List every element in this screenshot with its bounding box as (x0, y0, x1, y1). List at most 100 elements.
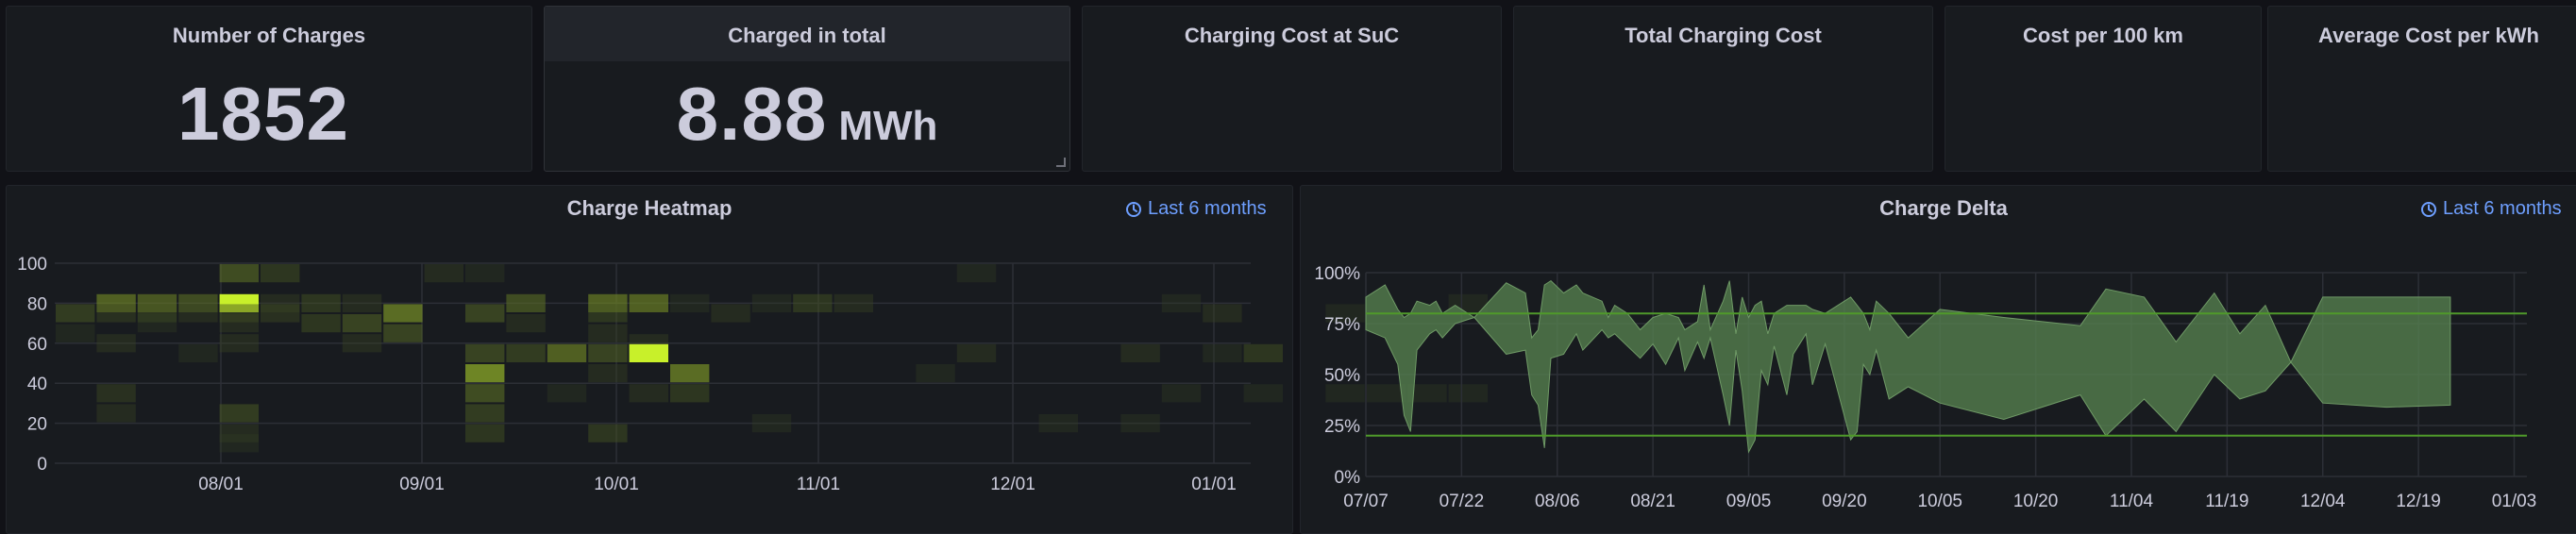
heatmap-cell (670, 364, 710, 383)
heatmap-cell (96, 384, 136, 403)
x-tick-label: 08/21 (1630, 492, 1675, 511)
heatmap-cell (629, 343, 668, 362)
heatmap-cell (96, 334, 136, 353)
y-tick-label: 80 (27, 294, 47, 314)
heatmap-cell (1407, 384, 1447, 403)
heatmap-cell (956, 343, 997, 362)
heatmap-title: Charge Heatmap (566, 196, 732, 220)
y-tick-label: 20 (27, 415, 47, 435)
heatmap-time-range[interactable]: Last 6 months (1125, 198, 1267, 220)
stat-panel-charged-in-total[interactable]: Charged in total 8.88 MWh (544, 6, 1070, 172)
panel-header[interactable] (545, 7, 1069, 61)
x-tick-label: 12/04 (2300, 492, 2346, 511)
stat-panel-cost-per-100km[interactable]: Cost per 100 km (1945, 6, 2262, 172)
heatmap-cell (424, 264, 463, 283)
heatmap-cell (137, 304, 177, 323)
stat-panel-total-charging-cost[interactable]: Total Charging Cost (1513, 6, 1933, 172)
heatmap-cell (588, 324, 628, 342)
x-tick-label: 10/20 (2013, 492, 2059, 511)
heatmap-cell (1038, 414, 1078, 433)
heatmap-cell (506, 343, 546, 362)
heatmap-cell (342, 293, 382, 312)
panel-title: Average Cost per kWh (2318, 24, 2539, 47)
clock-icon (2421, 201, 2436, 217)
heatmap-cell (916, 364, 955, 383)
heatmap-cell (1120, 414, 1160, 433)
y-tick-label: 60 (27, 335, 47, 355)
heatmap-cell (629, 384, 668, 403)
heatmap-cell (465, 264, 505, 283)
y-tick-label: 50% (1324, 366, 1360, 386)
heatmap-cell (56, 324, 95, 342)
heatmap-cell (1243, 343, 1283, 362)
y-tick-label: 0 (37, 455, 47, 475)
heatmap-cell (1325, 304, 1365, 323)
resize-handle-icon[interactable] (1056, 158, 1066, 167)
charge-delta-area (1365, 279, 2451, 454)
heatmap-cell (506, 314, 546, 333)
heatmap-cell (137, 314, 177, 333)
x-tick-label: 12/01 (990, 475, 1035, 494)
stat-value: 8.88 MWh (545, 71, 1069, 158)
panel-title: Cost per 100 km (2023, 24, 2183, 47)
heatmap-cell (301, 293, 341, 312)
time-range-label: Last 6 months (2443, 198, 2562, 219)
heatmap-cell (956, 264, 997, 283)
x-tick-label: 11/01 (797, 475, 840, 494)
heatmap-cell (342, 334, 382, 353)
x-tick-label: 07/22 (1440, 492, 1485, 511)
heatmap-cell (670, 384, 710, 403)
y-tick-label: 100 (17, 255, 47, 275)
heatmap-cell (219, 293, 259, 312)
heatmap-cell (465, 364, 505, 383)
panel-title: Charging Cost at SuC (1184, 24, 1400, 47)
heatmap-cell (1243, 384, 1283, 403)
heatmap-cell (588, 343, 628, 362)
heatmap-cell (219, 404, 259, 423)
heatmap-cell (588, 304, 628, 323)
clock-icon (1126, 201, 1141, 217)
heatmap-cell (465, 304, 505, 323)
stat-panel-number-of-charges[interactable]: Number of Charges 1852 (6, 6, 532, 172)
heatmap-cell (547, 343, 587, 362)
y-tick-label: 0% (1335, 468, 1361, 488)
x-tick-label: 01/01 (1191, 475, 1237, 494)
x-tick-label: 12/19 (2396, 492, 2441, 511)
heatmap-cell (301, 314, 341, 333)
y-tick-label: 100% (1314, 264, 1360, 284)
heatmap-cell (383, 304, 423, 323)
heatmap-cell (96, 304, 136, 323)
heatmap-cell (833, 293, 873, 312)
heatmap-cell (1325, 384, 1365, 403)
stat-unit: MWh (838, 103, 938, 149)
heatmap-cell (219, 334, 259, 353)
panel-title: Number of Charges (172, 24, 366, 47)
heatmap-cell (1366, 384, 1406, 403)
heatmap-cell (1203, 343, 1242, 362)
heatmap-cell (342, 314, 382, 333)
heatmap-cell (588, 424, 628, 442)
stat-panel-average-cost-per-kwh[interactable]: Average Cost per kWh (2267, 6, 2576, 172)
heatmap-cell (547, 384, 587, 403)
x-tick-label: 11/19 (2205, 492, 2248, 511)
heatmap-cell (56, 304, 95, 323)
heatmap-cell (1161, 293, 1202, 312)
heatmap-cell (137, 293, 177, 312)
x-tick-label: 11/04 (2110, 492, 2154, 511)
heatmap-cell (1161, 384, 1202, 403)
heatmap-cell (465, 384, 505, 403)
charge-heatmap-chart[interactable]: 100 80 60 40 20 0 08/01 09/01 10/01 11/01 12/01 01/… (0, 0, 2576, 521)
heatmap-cell (178, 343, 218, 362)
heatmap-cell (670, 293, 710, 312)
heatmap-cell (629, 293, 668, 312)
y-tick-label: 75% (1324, 315, 1360, 335)
heatmap-cell (1203, 304, 1242, 323)
x-tick-label: 09/05 (1726, 492, 1772, 511)
delta-time-range[interactable]: Last 6 months (2420, 198, 2562, 220)
heatmap-cell (219, 304, 259, 323)
stat-panel-charging-cost-suc[interactable]: Charging Cost at SuC (1082, 6, 1502, 172)
x-tick-label: 10/01 (594, 475, 639, 494)
x-tick-label: 07/07 (1343, 492, 1389, 511)
y-tick-label: 40 (27, 375, 47, 394)
heatmap-cell (383, 324, 423, 342)
